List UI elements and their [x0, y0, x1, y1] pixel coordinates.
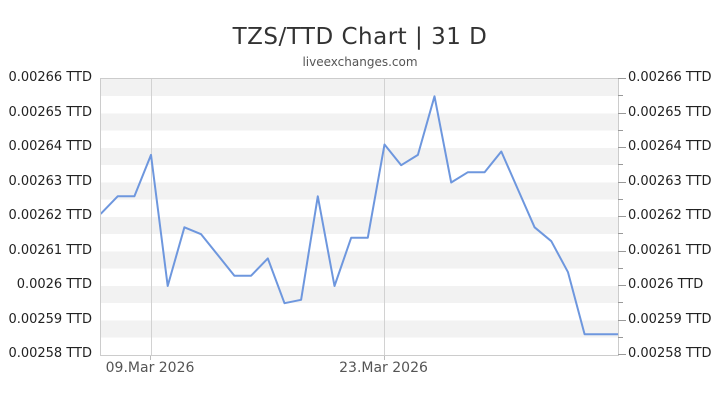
- y-axis-major-tick: [618, 354, 626, 355]
- y-axis-label-left: 0.00262 TTD: [8, 208, 92, 223]
- x-axis-tick: [383, 356, 385, 360]
- price-series-line[interactable]: [101, 95, 618, 336]
- plot-area[interactable]: [100, 78, 619, 356]
- y-axis-label-right: 0.00265 TTD: [628, 104, 712, 120]
- x-axis-label: 09.Mar 2026: [105, 360, 195, 376]
- x-gridline: [150, 79, 152, 355]
- y-axis-minor-tick: [618, 164, 623, 166]
- y-axis-minor-tick: [618, 198, 623, 200]
- y-axis-label-left: 0.00261 TTD: [8, 242, 92, 258]
- y-axis-major-tick: [618, 285, 626, 286]
- y-axis-label-left: 0.00259 TTD: [8, 311, 92, 327]
- y-axis-label-right: 0.00266 TTD: [628, 70, 712, 85]
- y-axis-label-right: 0.00262 TTD: [628, 208, 712, 223]
- y-axis-major-tick: [618, 112, 626, 114]
- y-axis-major-tick: [618, 78, 626, 79]
- y-axis-label-right: 0.00263 TTD: [628, 173, 712, 189]
- chart-title: TZS/TTD Chart | 31 D: [232, 24, 488, 50]
- y-axis-label-left: 0.0026 TTD: [16, 277, 92, 292]
- y-axis-label-left: 0.00263 TTD: [8, 173, 92, 189]
- x-gridline: [384, 79, 386, 355]
- y-axis-major-tick: [618, 181, 626, 183]
- y-axis-label-right: 0.0026 TTD: [628, 277, 704, 292]
- y-axis-label-left: 0.00264 TTD: [8, 139, 92, 154]
- y-axis-minor-tick: [618, 336, 623, 338]
- y-axis-label-left: 0.00266 TTD: [8, 70, 92, 85]
- y-axis-minor-tick: [618, 302, 623, 304]
- y-axis-major-tick: [618, 147, 626, 148]
- y-axis-label-right: 0.00264 TTD: [628, 139, 712, 154]
- y-axis-major-tick: [618, 319, 626, 321]
- y-axis-minor-tick: [618, 95, 623, 97]
- chart-subtitle-site-link[interactable]: liveexchanges.com: [302, 55, 418, 69]
- x-axis-label: 23.Mar 2026: [339, 360, 428, 376]
- x-axis-tick: [150, 356, 152, 360]
- y-axis-label-left: 0.00258 TTD: [8, 346, 92, 361]
- y-axis-major-tick: [618, 216, 626, 217]
- y-axis-major-tick: [618, 250, 626, 252]
- y-axis-label-right: 0.00258 TTD: [628, 346, 712, 361]
- y-axis-minor-tick: [618, 129, 623, 131]
- chart-canvas: [101, 95, 618, 336]
- y-axis-label-left: 0.00265 TTD: [8, 104, 92, 120]
- y-axis-minor-tick: [618, 233, 623, 235]
- y-axis-minor-tick: [618, 267, 623, 269]
- y-axis-label-right: 0.00259 TTD: [628, 311, 712, 327]
- y-axis-label-right: 0.00261 TTD: [628, 242, 712, 258]
